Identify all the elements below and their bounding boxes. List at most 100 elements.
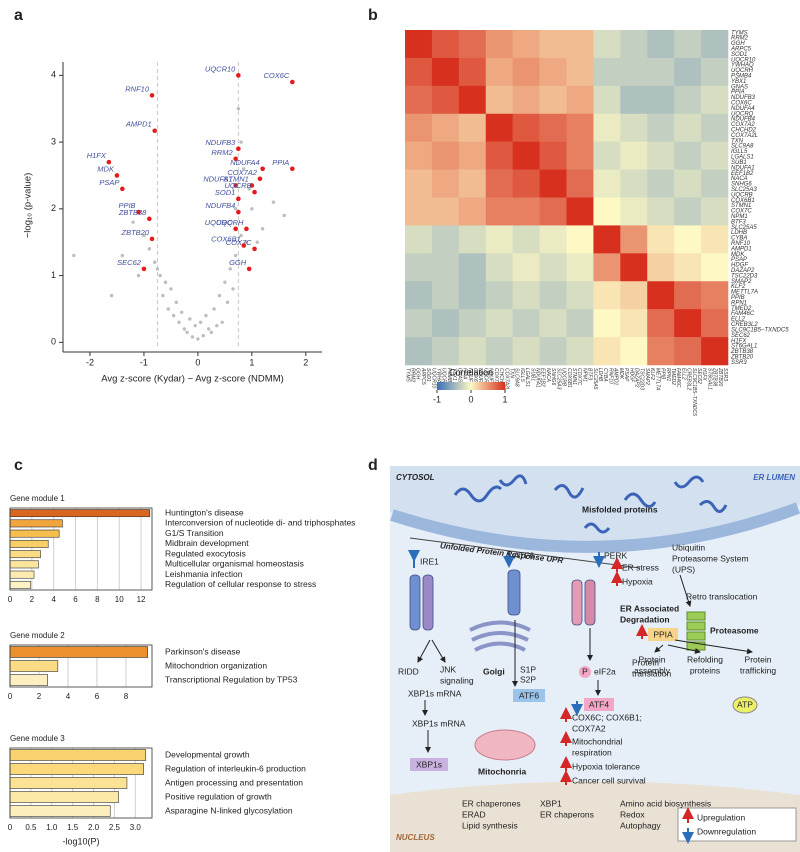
point bbox=[185, 330, 189, 335]
atf6-box bbox=[513, 689, 545, 702]
heatmap-cell bbox=[539, 113, 567, 142]
heatmap-cell bbox=[647, 30, 675, 59]
heatmap-cell bbox=[431, 309, 460, 338]
heatmap-cell bbox=[566, 85, 594, 115]
heatmap-cell bbox=[647, 141, 675, 170]
heatmap-cell bbox=[539, 337, 567, 366]
point bbox=[163, 280, 168, 284]
column-label: IGLL5 bbox=[519, 368, 525, 382]
row-label: MDK bbox=[731, 252, 745, 258]
heatmap-cell bbox=[485, 169, 513, 198]
point bbox=[193, 323, 197, 328]
heatmap-cell bbox=[674, 141, 702, 170]
x-axis-label: Avg z-score (Kydar) − Avg z-score (NDMM) bbox=[101, 374, 284, 385]
column-label: FAM46C bbox=[675, 368, 681, 388]
heatmap-cell bbox=[512, 30, 540, 59]
column-label: LGALS1 bbox=[524, 368, 530, 387]
heatmap-cell bbox=[405, 197, 433, 226]
row-label: ELL2 bbox=[731, 317, 746, 323]
column-label: SEC62 bbox=[696, 368, 702, 384]
category-label: Midbrain development bbox=[165, 538, 249, 548]
column-label: COX7C bbox=[576, 368, 582, 386]
bar bbox=[9, 550, 41, 559]
category-label: Leishmania infection bbox=[165, 569, 243, 579]
ppia-box bbox=[648, 628, 678, 641]
column-label: HDGF bbox=[628, 368, 634, 383]
x-tick-label: 2.0 bbox=[88, 823, 100, 832]
heatmap-cell bbox=[539, 57, 567, 87]
heatmap-cell bbox=[512, 85, 540, 115]
label: Autophagy bbox=[620, 820, 661, 830]
point bbox=[177, 320, 181, 325]
column-label: BTF3 bbox=[587, 368, 593, 380]
point bbox=[206, 327, 211, 331]
label: proteins bbox=[690, 665, 720, 675]
heatmap-cell bbox=[431, 225, 460, 254]
heatmap-cell bbox=[431, 85, 460, 115]
highlight-point bbox=[136, 209, 141, 215]
row-label: LGALS1 bbox=[731, 155, 754, 161]
x-tick-label: 3.0 bbox=[130, 823, 142, 832]
plot-frame bbox=[9, 644, 153, 688]
column-label: RNF10 bbox=[607, 368, 613, 384]
heatmap-cell bbox=[593, 253, 621, 282]
heatmap-cell bbox=[701, 57, 729, 87]
row-label: AMPD1 bbox=[730, 246, 752, 252]
heatmap-cell bbox=[512, 337, 540, 366]
chart-title: Gene module 3 bbox=[10, 734, 65, 743]
heatmap-cell bbox=[539, 197, 567, 226]
gene-label: NDUFA1 bbox=[203, 174, 232, 183]
row-label: SLC9A8 bbox=[731, 144, 754, 150]
heatmap-cell bbox=[431, 113, 460, 142]
label: Mitochonria bbox=[478, 766, 526, 776]
label: XBP1s bbox=[416, 759, 442, 769]
highlight-point bbox=[260, 166, 265, 172]
row-label: NACA bbox=[731, 176, 748, 182]
column-label: KLF2 bbox=[649, 368, 655, 380]
heatmap-cell bbox=[405, 337, 433, 366]
heatmap-cell bbox=[405, 30, 433, 59]
label: Protein bbox=[639, 654, 666, 664]
y-tick-label: 3 bbox=[51, 136, 56, 146]
heatmap-cell bbox=[593, 225, 621, 254]
column-label: SMAP2 bbox=[644, 368, 650, 385]
heatmap-cell bbox=[458, 337, 487, 366]
gene-label: PPIA bbox=[272, 158, 289, 167]
point bbox=[153, 260, 157, 264]
point bbox=[212, 307, 216, 311]
gene-label: ZBTB20 bbox=[121, 228, 150, 237]
point bbox=[217, 293, 222, 298]
label: PPIA bbox=[653, 629, 673, 639]
point bbox=[182, 327, 187, 331]
row-label: DAZAP2 bbox=[731, 268, 755, 274]
column-label: ELL2 bbox=[680, 368, 686, 380]
row-label: COX6C bbox=[731, 101, 752, 107]
point bbox=[244, 240, 249, 244]
row-label: SUB1 bbox=[731, 160, 747, 166]
x-tick-label: 0 bbox=[195, 357, 200, 367]
bar bbox=[9, 791, 119, 803]
heatmap-cell bbox=[512, 197, 540, 226]
row-label: COX7A2 bbox=[731, 122, 755, 128]
label: translation bbox=[632, 668, 671, 678]
panel-label: d bbox=[368, 457, 378, 474]
bar bbox=[9, 660, 59, 672]
heatmap-cell bbox=[620, 197, 648, 226]
label: Ubiquitin bbox=[672, 542, 705, 552]
column-label: LDHB bbox=[597, 368, 603, 382]
gene-label: RRM2 bbox=[211, 148, 233, 157]
point bbox=[180, 310, 184, 314]
column-label: ZBTB38 bbox=[712, 367, 718, 387]
point bbox=[231, 287, 235, 291]
label: IRE1 bbox=[420, 556, 439, 566]
label: XBP1 bbox=[540, 798, 562, 808]
category-label: G1/S Transition bbox=[165, 528, 224, 538]
row-label: NDUFB4 bbox=[731, 117, 756, 123]
heatmap-cell bbox=[593, 337, 621, 366]
category-label: Asparagine N-linked glycosylation bbox=[165, 805, 293, 815]
heatmap-cell bbox=[485, 30, 513, 59]
bar bbox=[9, 674, 48, 686]
bar bbox=[9, 580, 32, 589]
label: Protein bbox=[745, 654, 772, 664]
column-label: UQCRH bbox=[441, 368, 447, 387]
